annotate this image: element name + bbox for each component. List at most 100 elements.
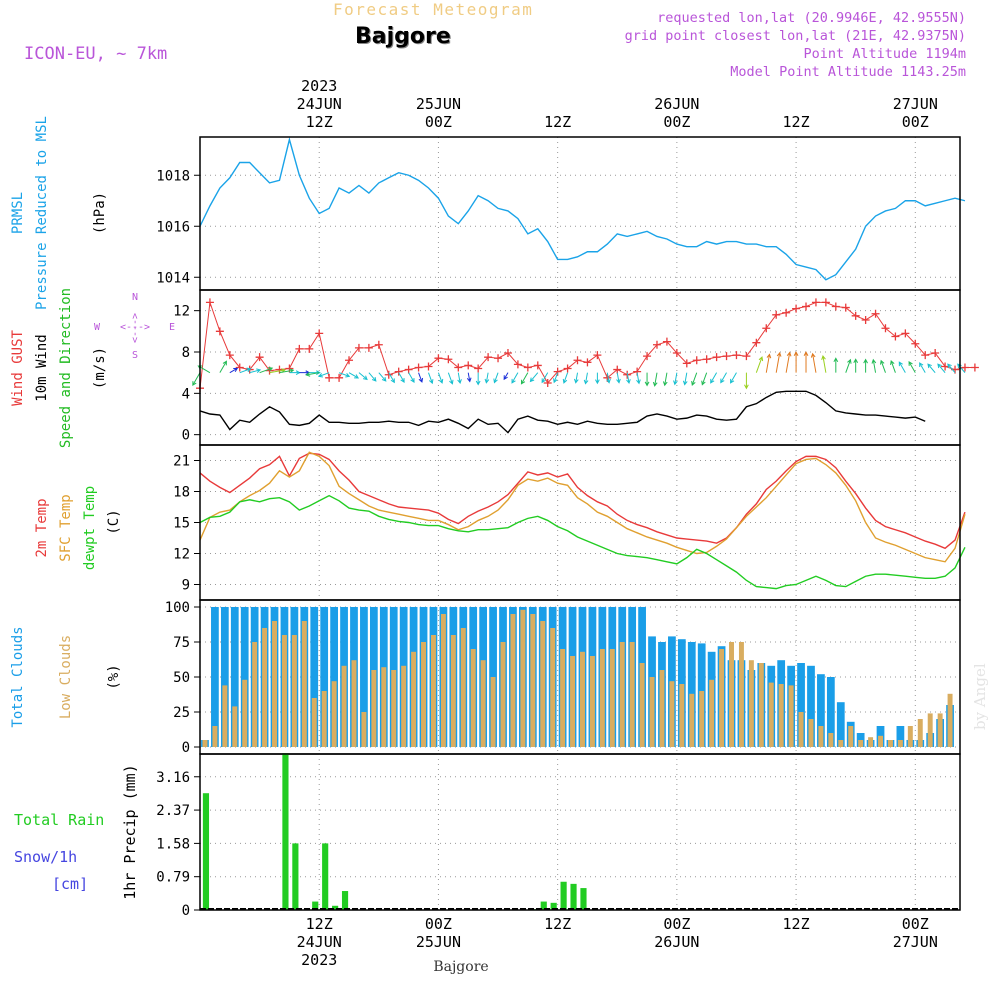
bar-low-clouds (848, 726, 854, 747)
wind-direction-arrow (466, 372, 472, 383)
x-axis-top-label: 12Z (306, 113, 333, 131)
model-label: ICON-EU, ~ 7km (24, 44, 168, 64)
gust-marker (563, 364, 572, 373)
gust-marker (871, 309, 880, 318)
gust-marker (722, 352, 731, 361)
legend-snow: Snow/1h (14, 848, 77, 866)
y-tick-label: 8 (182, 345, 190, 361)
gust-marker (414, 363, 423, 372)
wind-direction-arrow (192, 372, 201, 387)
y-tick-label: 9 (182, 578, 190, 594)
gust-marker (662, 337, 671, 346)
bar-low-clouds (659, 670, 665, 747)
wind-direction-arrow (662, 372, 668, 387)
gust-marker (235, 363, 244, 372)
panel-precip: 0 0.79 1.58 2.37 3.16 Total Rain Snow/1h [cm] 12… (14, 753, 961, 969)
bar-total-clouds (230, 607, 239, 747)
wind-direction-arrow (358, 372, 368, 381)
bar-low-clouds (222, 685, 228, 747)
y-tick-label: 18 (173, 485, 190, 501)
bar-low-clouds (411, 651, 417, 747)
wind-direction-arrow (710, 372, 718, 384)
bar-low-clouds (927, 713, 933, 747)
series-line-2m-temp (199, 452, 966, 550)
bar-total-rain (540, 901, 547, 910)
gust-marker (364, 343, 373, 352)
wind-direction-arrow (744, 372, 749, 390)
gust-marker (712, 353, 721, 362)
bar-low-clouds (341, 665, 347, 747)
x-axis-bottom-label: 24JUN (297, 933, 342, 951)
bar-total-clouds (797, 663, 805, 747)
bar-low-clouds (609, 649, 615, 747)
wind-direction-arrow (919, 362, 926, 373)
bar-low-clouds (580, 651, 585, 747)
y-tick-label: 2.37 (156, 803, 190, 819)
gust-marker (901, 329, 910, 338)
bar-low-clouds (202, 740, 208, 747)
x-axis-top-label: 26JUN (654, 95, 699, 113)
bar-low-clouds (321, 691, 327, 747)
wind-direction-arrow (418, 372, 424, 383)
gust-marker (821, 298, 830, 307)
wind-direction-arrow (279, 368, 295, 374)
wind-direction-arrow (529, 372, 539, 383)
bar-low-clouds (550, 628, 556, 747)
x-axis-bottom-label: 27JUN (893, 933, 938, 951)
bar-total-clouds (320, 607, 329, 747)
bar-low-clouds (838, 740, 844, 747)
grid-point-coordinates: grid point closest lon,lat (21E, 42.9375… (624, 28, 966, 44)
gust-marker (503, 349, 512, 358)
gust-marker (792, 304, 801, 313)
bar-low-clouds (331, 681, 337, 747)
wind-direction-arrow (573, 372, 579, 384)
bar-total-clouds (310, 607, 319, 747)
y-tick-label: 4 (182, 386, 190, 402)
compass-north: N (132, 292, 138, 303)
wind-direction-arrow (428, 372, 434, 385)
bar-low-clouds (381, 667, 387, 747)
wind-direction-arrow (219, 360, 227, 373)
x-axis-bottom-label: 2023 (301, 951, 337, 969)
bar-low-clouds (262, 628, 268, 747)
compass-west: W (94, 322, 101, 333)
wind-direction-arrow (520, 372, 529, 385)
gust-marker (782, 308, 791, 317)
bar-low-clouds (758, 663, 764, 747)
series-line-sfc-temp (199, 451, 966, 563)
bar-low-clouds (699, 691, 705, 747)
gust-marker (613, 365, 622, 374)
wind-direction-arrow (845, 358, 852, 373)
wind-direction-arrow (626, 372, 631, 385)
bar-low-clouds (371, 670, 377, 747)
bar-low-clouds (639, 663, 645, 747)
wind-direction-arrow (720, 372, 727, 384)
x-axis-bottom-label: 12Z (544, 915, 571, 933)
gust-marker (682, 359, 691, 368)
gust-marker (811, 298, 820, 307)
wind-direction-arrow (898, 361, 906, 373)
bar-total-clouds (896, 726, 905, 747)
bar-low-clouds (401, 665, 407, 747)
wind-direction-arrow (338, 372, 351, 378)
gust-marker (394, 367, 403, 376)
bar-low-clouds (808, 719, 814, 747)
series-line-dewpt-temp (199, 494, 966, 590)
x-axis-bottom-label: 25JUN (416, 933, 461, 951)
bar-total-rain (560, 881, 567, 910)
gust-marker (732, 351, 741, 360)
bar-total-clouds (330, 607, 338, 747)
bar-low-clouds (570, 656, 576, 747)
panel-frame-precip (199, 753, 961, 911)
gust-marker (543, 379, 552, 387)
gust-marker (295, 344, 304, 353)
bar-low-clouds (272, 621, 277, 747)
gust-marker (742, 352, 751, 361)
gust-marker (960, 363, 969, 372)
bar-total-rain (202, 793, 210, 910)
compass-east: E (169, 322, 175, 333)
wind-direction-arrow (652, 372, 658, 387)
bar-low-clouds (868, 737, 874, 747)
gust-marker (225, 351, 234, 360)
